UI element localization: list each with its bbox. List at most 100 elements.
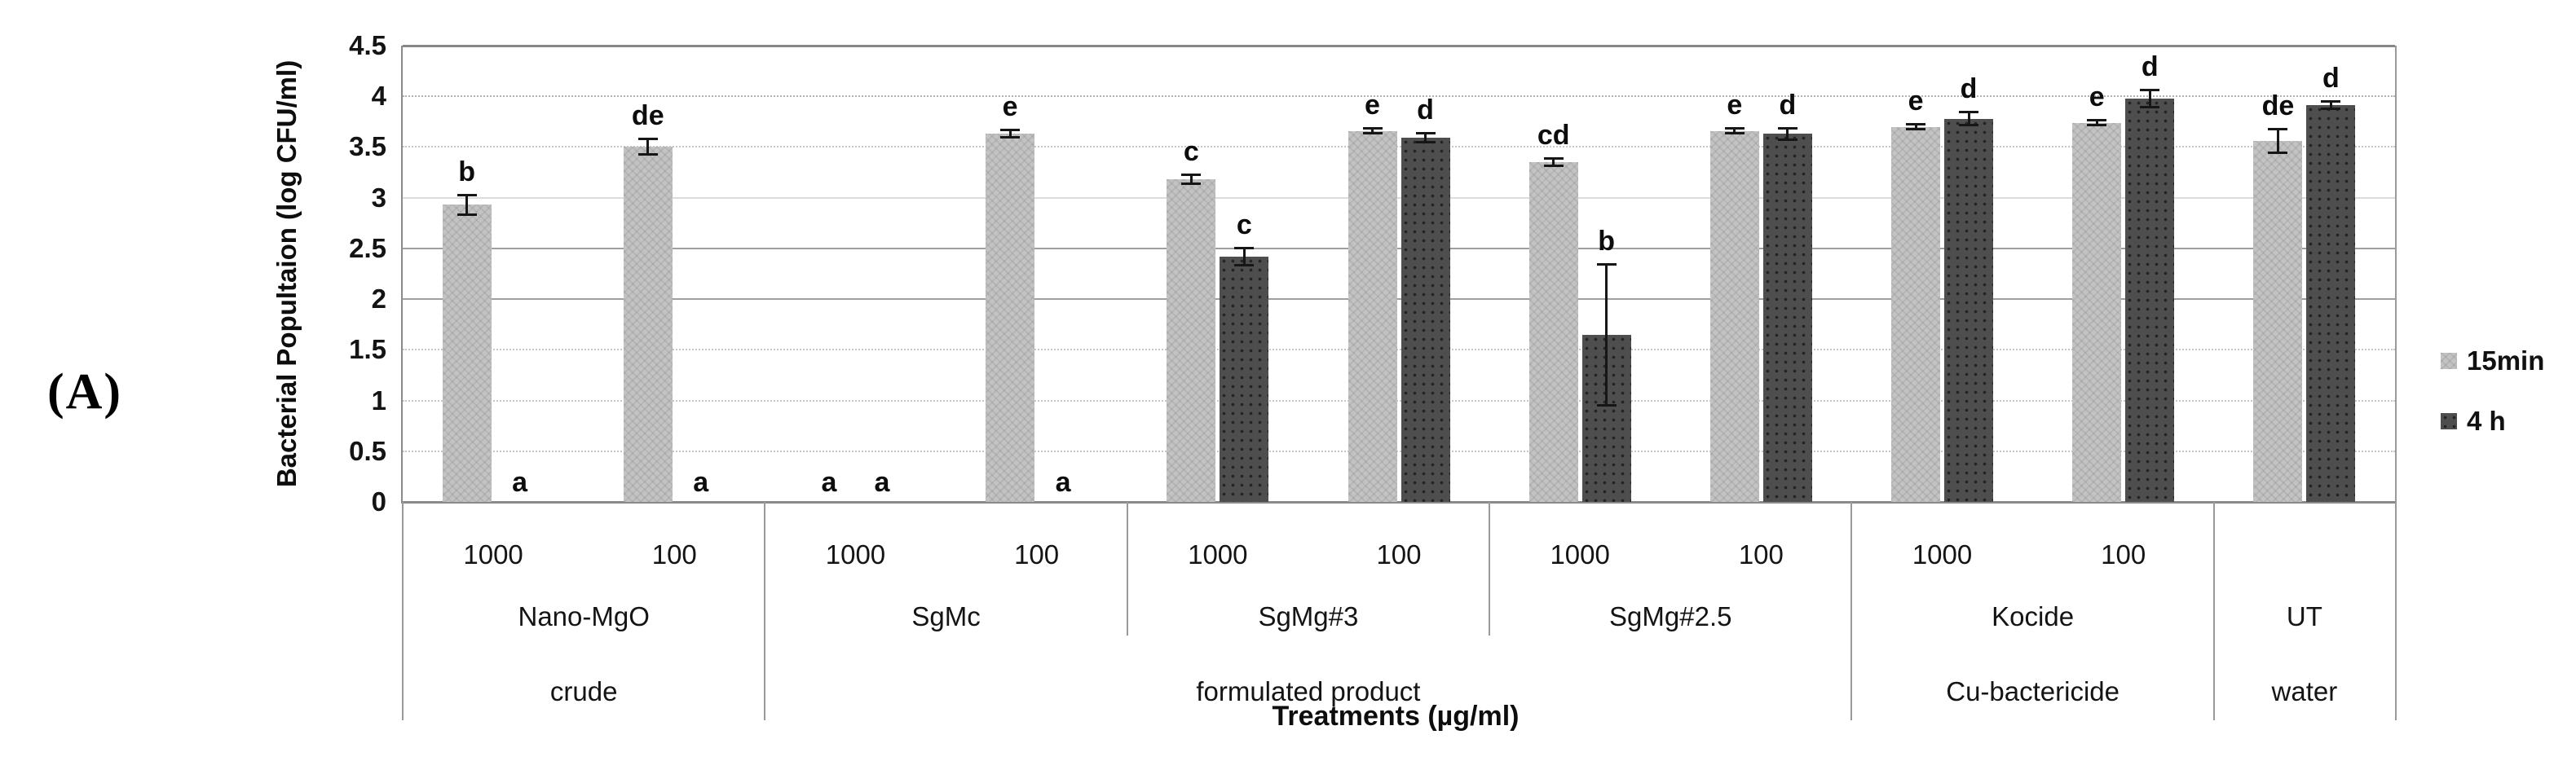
table-divider xyxy=(764,502,766,720)
significance-letter: c xyxy=(1183,136,1199,168)
significance-letter: a xyxy=(874,467,890,498)
y-tick-label: 4 xyxy=(371,81,386,112)
error-bar-cap xyxy=(2140,88,2160,91)
significance-letter: b xyxy=(458,156,475,187)
error-bar-stem xyxy=(2148,89,2151,108)
error-bar-cap xyxy=(1181,183,1202,186)
error-bar-cap xyxy=(2268,128,2288,131)
y-axis-line xyxy=(401,46,403,502)
significance-letter: de xyxy=(631,100,664,132)
error-bar-cap xyxy=(1724,126,1745,130)
error-bar-cap xyxy=(1234,246,1255,249)
gridline xyxy=(403,349,2395,351)
bar-15min xyxy=(2072,122,2122,502)
y-axis-title: Bacterial Popultaion (log CFU/ml) xyxy=(271,59,302,488)
legend-item-4h: 4 h xyxy=(2441,406,2544,437)
product-label: Nano-MgO xyxy=(518,601,650,631)
error-bar-cap xyxy=(1181,174,1202,177)
error-bar-cap xyxy=(2140,105,2160,108)
error-bar-stem xyxy=(465,194,469,215)
gridline xyxy=(403,196,2395,199)
legend-item-15min: 15min xyxy=(2441,345,2544,376)
error-bar-cap xyxy=(1000,136,1021,139)
dose-label: 1000 xyxy=(463,539,523,570)
y-tick-label: 0 xyxy=(371,486,386,517)
error-bar-stem xyxy=(1424,133,1427,143)
error-bar-stem xyxy=(646,139,650,156)
bar-15min xyxy=(442,205,492,502)
error-bar-stem xyxy=(2095,119,2098,126)
bar-15min xyxy=(1891,126,1941,502)
error-bar-cap xyxy=(2087,124,2107,127)
y-tick-label: 2 xyxy=(371,284,386,315)
significance-letter: c xyxy=(1236,209,1252,240)
legend-swatch-15min-icon xyxy=(2441,353,2457,369)
error-bar-stem xyxy=(1371,127,1374,134)
legend-swatch-4h-icon xyxy=(2441,413,2457,429)
y-tick-label: 1.5 xyxy=(349,334,386,365)
table-divider xyxy=(402,502,404,720)
y-tick-label: 1 xyxy=(371,385,386,416)
gridline xyxy=(403,399,2395,402)
gridline xyxy=(403,247,2395,249)
error-bar-cap xyxy=(637,153,658,156)
x-axis-line xyxy=(401,501,2395,504)
product-label: SgMg#2.5 xyxy=(1609,601,1732,631)
x-axis-title: Treatments (µg/ml) xyxy=(1272,701,1520,732)
significance-letter: e xyxy=(1002,91,1018,123)
error-bar-stem xyxy=(1605,263,1608,406)
error-bar-stem xyxy=(1786,127,1789,140)
gridline xyxy=(403,450,2395,452)
significance-letter: d xyxy=(2141,51,2159,82)
error-bar-cap xyxy=(1415,132,1436,135)
error-bar-cap xyxy=(2321,100,2341,103)
error-bar-stem xyxy=(2276,129,2279,153)
table-divider xyxy=(1850,502,1853,720)
error-bar-cap xyxy=(1596,403,1617,407)
error-bar-stem xyxy=(1967,111,1970,126)
product-label: UT xyxy=(2286,601,2322,631)
error-bar-cap xyxy=(1906,128,1926,131)
error-bar-cap xyxy=(2268,151,2288,154)
error-bar-stem xyxy=(1242,247,1246,266)
bar-4h xyxy=(2125,98,2175,502)
product-label: SgMc xyxy=(911,601,981,631)
dose-label: 1000 xyxy=(1188,539,1248,570)
bar-15min xyxy=(986,134,1035,502)
error-bar-cap xyxy=(637,138,658,141)
significance-letter: cd xyxy=(1537,120,1570,152)
category-label: water xyxy=(2271,676,2338,706)
error-bar-cap xyxy=(1724,132,1745,135)
bar-15min xyxy=(1528,162,1578,502)
panel-letter-label: (A) xyxy=(46,364,123,420)
significance-letter: e xyxy=(1727,89,1743,121)
error-bar-cap xyxy=(1959,110,1979,113)
bar-15min xyxy=(1348,130,1397,502)
bar-4h xyxy=(1762,134,1812,502)
bar-4h xyxy=(1400,138,1450,502)
legend: 15min 4 h xyxy=(2441,345,2544,437)
error-bar-cap xyxy=(1415,141,1436,144)
error-bar-cap xyxy=(1234,264,1255,267)
error-bar-cap xyxy=(1959,124,1979,127)
error-bar-cap xyxy=(2087,118,2107,121)
error-bar-cap xyxy=(1777,138,1797,141)
error-bar-cap xyxy=(1906,122,1926,125)
legend-label-4h: 4 h xyxy=(2467,406,2506,436)
bar-15min xyxy=(1709,130,1759,502)
bar-15min xyxy=(623,147,673,502)
significance-letter: e xyxy=(1908,85,1924,117)
error-bar-stem xyxy=(1914,123,1917,130)
significance-letter: a xyxy=(1055,467,1071,498)
dose-label: 100 xyxy=(1014,539,1060,570)
gridline xyxy=(403,45,2395,47)
error-bar-cap xyxy=(1000,129,1021,132)
error-bar-cap xyxy=(457,193,477,196)
product-label: Kocide xyxy=(1992,601,2075,631)
significance-letter: b xyxy=(1598,225,1616,257)
significance-letter: de xyxy=(2261,90,2295,122)
significance-letter: d xyxy=(2322,63,2340,95)
bar-4h xyxy=(2306,105,2356,502)
y-tick-label: 3.5 xyxy=(349,131,386,162)
